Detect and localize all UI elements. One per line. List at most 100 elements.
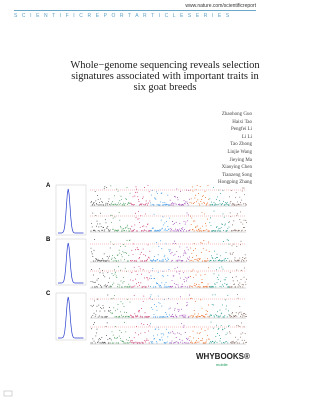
plot-dot (230, 253, 232, 255)
plot-dot (192, 314, 194, 316)
plot-dot (137, 249, 139, 251)
plot-dot (119, 330, 121, 331)
plot-dot (103, 274, 105, 276)
plot-dot (224, 204, 226, 206)
plot-dot (133, 266, 135, 268)
author: Jieying Ma (229, 157, 252, 163)
plot-dot (112, 260, 114, 262)
plot-dot (237, 259, 239, 261)
plot-dot (189, 315, 191, 317)
plot-dot (235, 276, 237, 278)
plot-dot (140, 260, 142, 262)
plot-dot (159, 260, 161, 262)
plot-dot (122, 251, 124, 253)
plot-dot (236, 342, 238, 344)
plot-dot (149, 202, 151, 204)
plot-dot (173, 254, 175, 256)
plot-dot (194, 283, 196, 285)
plot-dot (199, 186, 201, 188)
plot-dot (134, 278, 136, 280)
plot-dot (107, 259, 109, 261)
plot-dot (179, 190, 181, 192)
plot-dot (181, 286, 183, 288)
plot-dot (104, 186, 106, 188)
plot-dot (205, 204, 207, 206)
plot-dot (134, 332, 136, 334)
plot-dot (221, 342, 223, 344)
plot-dot (157, 229, 159, 231)
plot-dot (128, 254, 130, 256)
plot-dot (115, 342, 117, 344)
plot-dot (101, 201, 103, 202)
plot-dot (144, 331, 146, 333)
plot-dot (113, 342, 115, 344)
author: Haixi Tao (232, 119, 252, 125)
plot-dot (164, 222, 166, 224)
plot-dot (171, 251, 173, 253)
author: Xiaoying Chen (221, 165, 252, 171)
plot-dot (96, 220, 98, 222)
plot-dot (206, 313, 208, 315)
plot-dot (146, 259, 148, 261)
plot-dot (114, 316, 116, 318)
plot-dot (94, 300, 96, 302)
plot-dot (109, 247, 111, 249)
plot-dot (116, 316, 118, 318)
plot-dot (230, 260, 232, 262)
plot-dot (122, 202, 124, 204)
plot-dot (171, 340, 173, 342)
plot-dot (243, 219, 245, 221)
plot-dot (172, 330, 174, 332)
plot-dot (110, 259, 112, 261)
plot-dot (239, 325, 241, 327)
plot-dot (134, 212, 136, 214)
plot-dot (215, 230, 217, 232)
plot-dot (228, 226, 230, 228)
plot-dot (226, 203, 228, 205)
plot-dot (224, 279, 226, 281)
plot-dot (202, 247, 204, 249)
plot-dot (198, 202, 200, 204)
plot-dot (176, 197, 178, 199)
plot-dot (156, 204, 158, 206)
plot-dot (244, 333, 246, 335)
plot-dot (238, 284, 240, 286)
plot-dot (225, 334, 227, 336)
plot-dot (116, 286, 118, 288)
plot-dot (206, 334, 208, 336)
plot-dot (190, 342, 192, 344)
plot-dot (127, 298, 129, 300)
plot-dot (169, 204, 171, 206)
plot-dot (104, 229, 106, 231)
plot-dot (204, 273, 206, 275)
plot-dot (97, 298, 99, 300)
plot-dot (124, 342, 126, 344)
plot-dot (94, 316, 96, 318)
plot-dot (129, 192, 131, 194)
plot-dot (113, 337, 115, 339)
plot-dot (200, 251, 202, 253)
plot-dot (163, 204, 165, 206)
plot-dot (226, 260, 228, 261)
plot-dot (161, 228, 163, 230)
plot-dot (197, 271, 199, 273)
plot-dot (194, 313, 196, 315)
plot-dot (198, 257, 200, 259)
plot-dot (240, 221, 242, 223)
plot-dot (212, 260, 214, 261)
plot-dot (100, 339, 102, 340)
plot-dot (141, 341, 143, 343)
plot-dot (146, 277, 148, 279)
plot-dot (154, 337, 156, 339)
plot-dot (137, 210, 139, 212)
plot-dot (240, 311, 242, 313)
plot-dot (232, 316, 234, 318)
plot-dot (117, 283, 119, 285)
plot-dot (244, 254, 246, 256)
plot-dot (163, 224, 165, 226)
plot-dot (173, 341, 175, 343)
plot-dot (195, 342, 197, 344)
plot-dot (173, 309, 175, 311)
plot-dot (183, 324, 185, 326)
plot-dot (100, 226, 102, 227)
